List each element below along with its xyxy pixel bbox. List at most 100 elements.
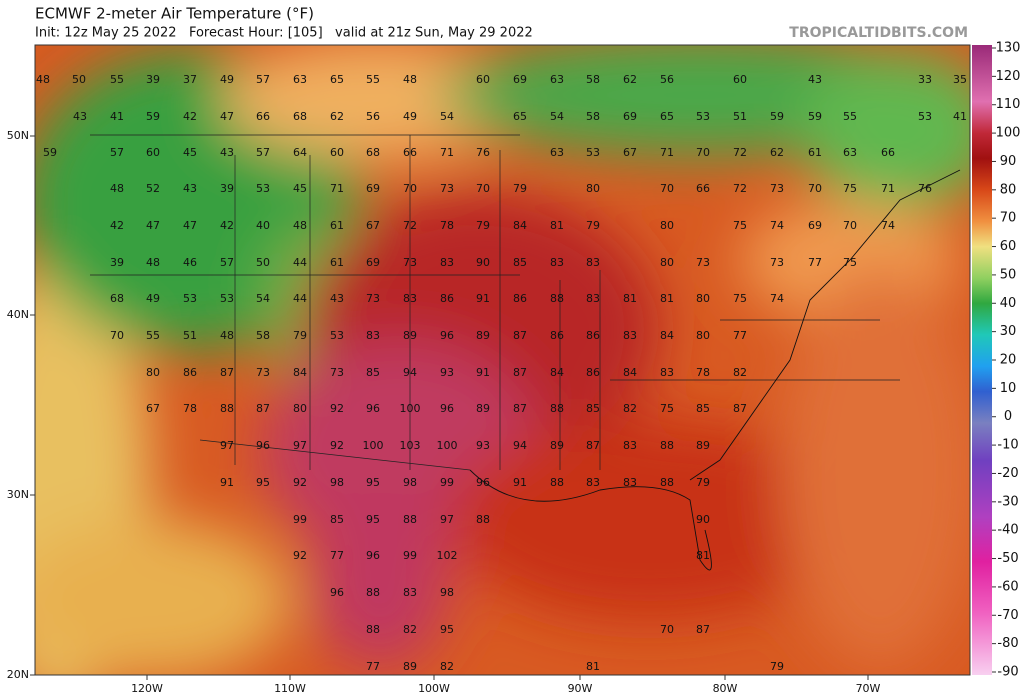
station-temp: 61 [808, 146, 822, 159]
station-temp: 58 [586, 73, 600, 86]
station-temp: 33 [918, 73, 932, 86]
station-temp: 87 [220, 366, 234, 379]
station-temp: 57 [256, 146, 270, 159]
station-temp: 49 [403, 110, 417, 123]
station-temp: 85 [586, 402, 600, 415]
station-temp: 39 [146, 73, 160, 86]
station-temp: 66 [256, 110, 270, 123]
station-temp: 91 [476, 366, 490, 379]
station-temp: 67 [366, 219, 380, 232]
station-temp: 89 [476, 329, 490, 342]
station-temp: 92 [293, 549, 307, 562]
station-temp: 58 [256, 329, 270, 342]
station-temp: 45 [183, 146, 197, 159]
station-temp: 86 [440, 292, 454, 305]
station-temp: 83 [623, 439, 637, 452]
station-temp: 82 [623, 402, 637, 415]
station-labels: 48 50 55 39 37 49 57 63 65 55 48 60 69 63 58 62 56 60 43 33… [36, 73, 967, 673]
colorbar-label: -80 [997, 636, 1018, 651]
station-temp: 41 [953, 110, 967, 123]
colorbar-label: -10 [997, 438, 1018, 453]
station-temp: 48 [403, 73, 417, 86]
station-temp: 63 [843, 146, 857, 159]
station-temp: 80 [146, 366, 160, 379]
station-temp: 42 [220, 219, 234, 232]
station-temp: 77 [808, 256, 822, 269]
station-temp: 49 [220, 73, 234, 86]
station-temp: 98 [403, 476, 417, 489]
lon-label: 90W [568, 682, 593, 695]
station-temp: 59 [43, 146, 57, 159]
station-temp: 76 [918, 182, 932, 195]
colorbar-label: 60 [1000, 239, 1017, 254]
station-temp: 88 [366, 586, 380, 599]
lon-label: 120W [131, 682, 163, 695]
station-temp: 44 [293, 256, 307, 269]
station-temp: 42 [183, 110, 197, 123]
station-temp: 60 [146, 146, 160, 159]
colorbar-label: 90 [1000, 154, 1017, 169]
station-temp: 84 [660, 329, 674, 342]
colorbar-label: 40 [1000, 296, 1017, 311]
station-temp: 86 [513, 292, 527, 305]
lat-label: 50N [7, 129, 29, 142]
colorbar-label: -50 [997, 551, 1018, 566]
station-temp: 77 [733, 329, 747, 342]
station-temp: 66 [696, 182, 710, 195]
station-temp: 53 [586, 146, 600, 159]
station-temp: 73 [440, 182, 454, 195]
station-temp: 85 [366, 366, 380, 379]
station-temp: 66 [881, 146, 895, 159]
station-temp: 79 [770, 660, 784, 673]
lon-label: 70W [856, 682, 881, 695]
station-temp: 61 [330, 256, 344, 269]
station-temp: 84 [550, 366, 564, 379]
station-temp: 73 [696, 256, 710, 269]
station-temp: 73 [770, 256, 784, 269]
station-temp: 68 [110, 292, 124, 305]
station-temp: 73 [330, 366, 344, 379]
station-temp: 56 [660, 73, 674, 86]
station-temp: 65 [513, 110, 527, 123]
station-temp: 57 [110, 146, 124, 159]
subtitle: Init: 12z May 25 2022 Forecast Hour: [10… [35, 26, 533, 41]
station-temp: 83 [586, 256, 600, 269]
station-temp: 80 [293, 402, 307, 415]
colorbar-label: 120 [996, 69, 1021, 84]
station-temp: 87 [696, 623, 710, 636]
station-temp: 83 [660, 366, 674, 379]
station-temp: 58 [586, 110, 600, 123]
station-temp: 73 [403, 256, 417, 269]
station-temp: 62 [770, 146, 784, 159]
station-temp: 53 [183, 292, 197, 305]
lon-label: 100W [418, 682, 450, 695]
station-temp: 82 [440, 660, 454, 673]
station-temp: 69 [623, 110, 637, 123]
station-temp: 85 [513, 256, 527, 269]
station-temp: 84 [513, 219, 527, 232]
colorbar-label: 110 [996, 97, 1021, 112]
station-temp: 73 [256, 366, 270, 379]
station-temp: 56 [366, 110, 380, 123]
station-temp: 72 [733, 146, 747, 159]
station-temp: 88 [366, 623, 380, 636]
station-temp: 68 [366, 146, 380, 159]
station-temp: 74 [881, 219, 895, 232]
station-temp: 88 [550, 476, 564, 489]
station-temp: 81 [660, 292, 674, 305]
station-temp: 82 [733, 366, 747, 379]
station-temp: 70 [808, 182, 822, 195]
station-temp: 83 [550, 256, 564, 269]
station-temp: 88 [476, 513, 490, 526]
station-temp: 98 [440, 586, 454, 599]
station-temp: 78 [440, 219, 454, 232]
station-temp: 79 [513, 182, 527, 195]
station-temp: 71 [440, 146, 454, 159]
station-temp: 85 [696, 402, 710, 415]
station-temp: 69 [808, 219, 822, 232]
station-temp: 63 [550, 73, 564, 86]
station-temp: 35 [953, 73, 967, 86]
station-temp: 59 [146, 110, 160, 123]
station-temp: 48 [36, 73, 50, 86]
